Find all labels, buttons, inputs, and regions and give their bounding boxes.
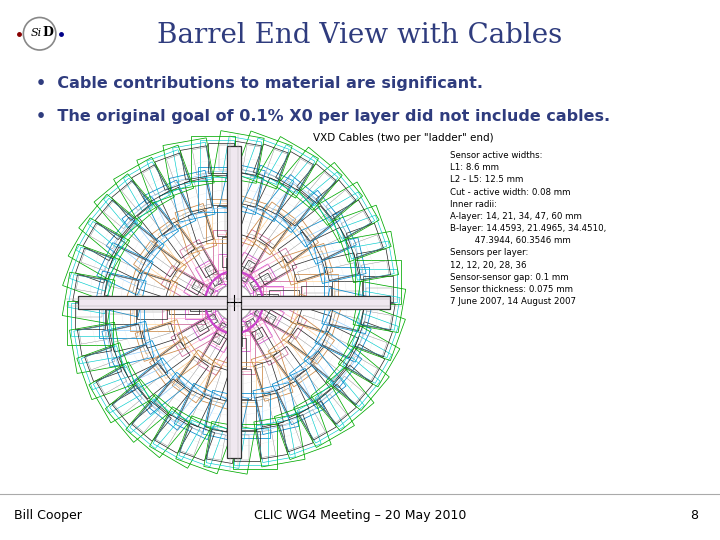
Text: •  The original goal of 0.1% X0 per layer did not include cables.: • The original goal of 0.1% X0 per layer… [36,109,610,124]
Text: 8: 8 [690,509,698,522]
Text: Barrel End View with Cables: Barrel End View with Cables [158,22,562,49]
Text: D: D [42,26,54,39]
Text: Sensor active widths:
L1: 8.6 mm
L2 - L5: 12.5 mm
Cut - active width: 0.08 mm
In: Sensor active widths: L1: 8.6 mm L2 - L5… [450,151,606,306]
Bar [78,296,390,309]
Text: Si: Si [30,28,41,38]
Bar [228,146,240,458]
Text: VXD Cables (two per "ladder" end): VXD Cables (two per "ladder" end) [313,133,493,143]
Text: •  Cable contributions to material are significant.: • Cable contributions to material are si… [36,76,483,91]
Text: CLIC WG4 Meeting – 20 May 2010: CLIC WG4 Meeting – 20 May 2010 [254,509,466,522]
Text: Bill Cooper: Bill Cooper [14,509,82,522]
